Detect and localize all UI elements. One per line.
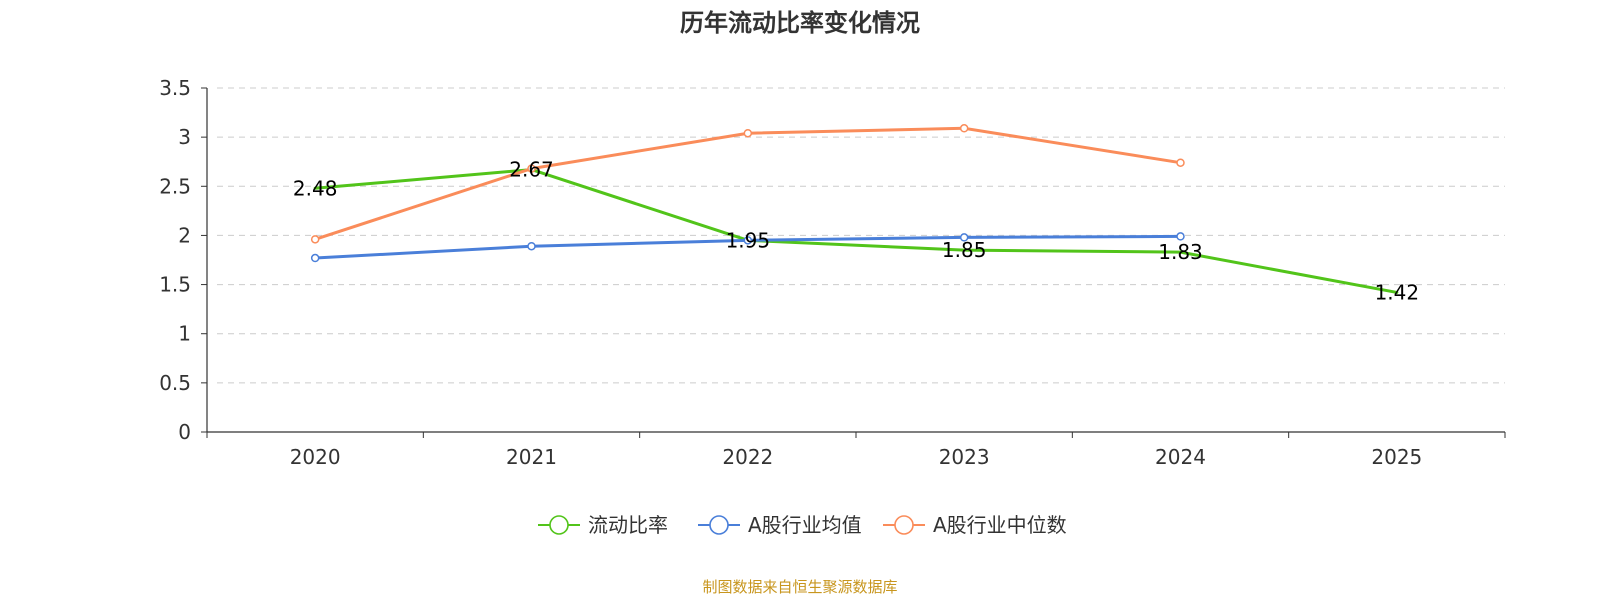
series-line-0	[313, 168, 1399, 294]
legend-label: 流动比率	[588, 513, 668, 537]
data-label: 1.95	[726, 228, 771, 252]
data-point	[527, 164, 536, 173]
data-point	[1176, 158, 1185, 167]
y-tick-label: 3	[178, 125, 191, 149]
y-tick-label: 3.5	[159, 76, 191, 100]
data-point	[310, 235, 320, 244]
source-note: 制图数据来自恒生聚源数据库	[702, 578, 897, 596]
chart-title: 历年流动比率变化情况	[680, 9, 920, 37]
data-point	[527, 241, 536, 251]
legend-marker-icon	[709, 515, 729, 535]
data-point	[743, 236, 753, 245]
series-line-2	[313, 126, 1182, 241]
data-label: 1.83	[1158, 240, 1203, 264]
y-tick-label: 1.5	[159, 273, 191, 297]
y-tick-label: 2	[178, 223, 191, 247]
data-point	[310, 253, 320, 263]
x-tick-label: 2020	[290, 445, 341, 469]
x-tick-label: 2025	[1371, 445, 1422, 469]
y-axis: 0 0.5 1 1.5 2 2.5 3 3.5	[159, 76, 208, 444]
legend-label: A股行业中位数	[933, 513, 1067, 537]
x-axis: 2020 2021 2022 2023 2024 2025	[206, 431, 1506, 469]
data-point	[743, 128, 753, 138]
data-point	[959, 233, 969, 242]
data-label: 2.67	[509, 158, 554, 182]
legend-item-0[interactable]: 流动比率	[538, 513, 668, 537]
legend-marker-icon	[549, 515, 569, 535]
grid-lines	[217, 87, 1505, 384]
data-point	[959, 124, 969, 133]
data-label: 1.85	[942, 238, 987, 262]
x-tick-label: 2023	[939, 445, 990, 469]
data-labels: 2.48 2.67 1.95 1.85 1.83 1.42	[293, 158, 1419, 305]
x-tick-label: 2022	[722, 445, 773, 469]
y-tick-label: 1	[178, 322, 191, 346]
legend[interactable]: 流动比率 A股行业均值 A股行业中位数	[538, 513, 1067, 537]
y-tick-label: 0.5	[159, 371, 191, 395]
y-tick-label: 0	[178, 420, 191, 444]
x-tick-label: 2024	[1155, 445, 1206, 469]
y-tick-label: 2.5	[159, 174, 191, 198]
legend-marker-icon	[894, 515, 914, 535]
x-tick-label: 2021	[506, 445, 557, 469]
series-lines	[310, 124, 1399, 294]
data-label: 2.48	[293, 176, 338, 200]
legend-label: A股行业均值	[748, 513, 862, 537]
data-label: 1.42	[1375, 280, 1420, 304]
legend-item-1[interactable]: A股行业均值	[698, 513, 862, 537]
legend-item-2[interactable]: A股行业中位数	[883, 513, 1067, 537]
data-point	[1176, 232, 1185, 241]
